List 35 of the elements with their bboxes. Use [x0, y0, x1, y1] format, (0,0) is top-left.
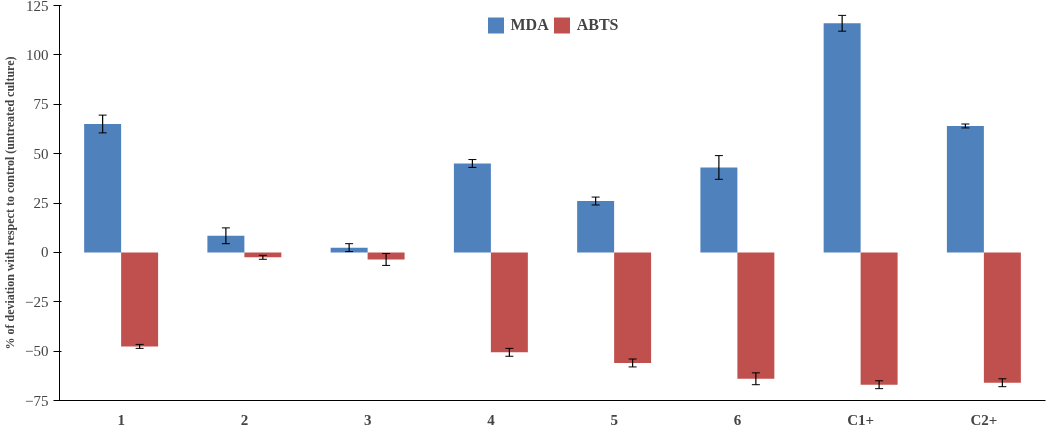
bar: [84, 124, 122, 253]
bar: [490, 252, 528, 353]
bar: [367, 252, 405, 260]
bar: [983, 252, 1021, 383]
y-tick-label: −50: [25, 343, 49, 360]
y-tick-label: 75: [33, 96, 49, 113]
bar: [737, 252, 775, 379]
x-tick-label: 2: [240, 411, 249, 428]
bar: [700, 167, 738, 253]
x-tick-label: 3: [363, 411, 372, 428]
x-tick-label: 6: [733, 411, 742, 428]
x-tick-label: C1+: [847, 411, 875, 428]
y-tick-label: 50: [33, 145, 49, 162]
y-tick-label: 125: [26, 0, 49, 14]
y-tick-label: −75: [25, 392, 49, 409]
bar: [946, 125, 984, 253]
y-axis-title: % of deviation with respect to control (untreated culture): [3, 56, 18, 350]
legend-label: MDA: [510, 16, 549, 34]
bar: [121, 252, 159, 347]
y-tick-label: 100: [26, 46, 49, 63]
bar: [860, 252, 898, 385]
bar: [577, 201, 615, 253]
bar: [207, 235, 245, 253]
x-tick-label: 4: [487, 411, 496, 428]
bar: [614, 252, 652, 363]
bar: [823, 23, 861, 253]
bar: [244, 252, 282, 258]
x-tick-label: 5: [610, 411, 618, 428]
x-tick-label: C2+: [970, 411, 998, 428]
legend-label: ABTS: [576, 16, 619, 34]
x-tick-label: 1: [117, 411, 125, 428]
y-tick-label: 25: [33, 195, 49, 211]
y-tick-label: −25: [25, 293, 49, 310]
bar: [453, 163, 491, 253]
y-tick-label: 0: [41, 244, 49, 261]
